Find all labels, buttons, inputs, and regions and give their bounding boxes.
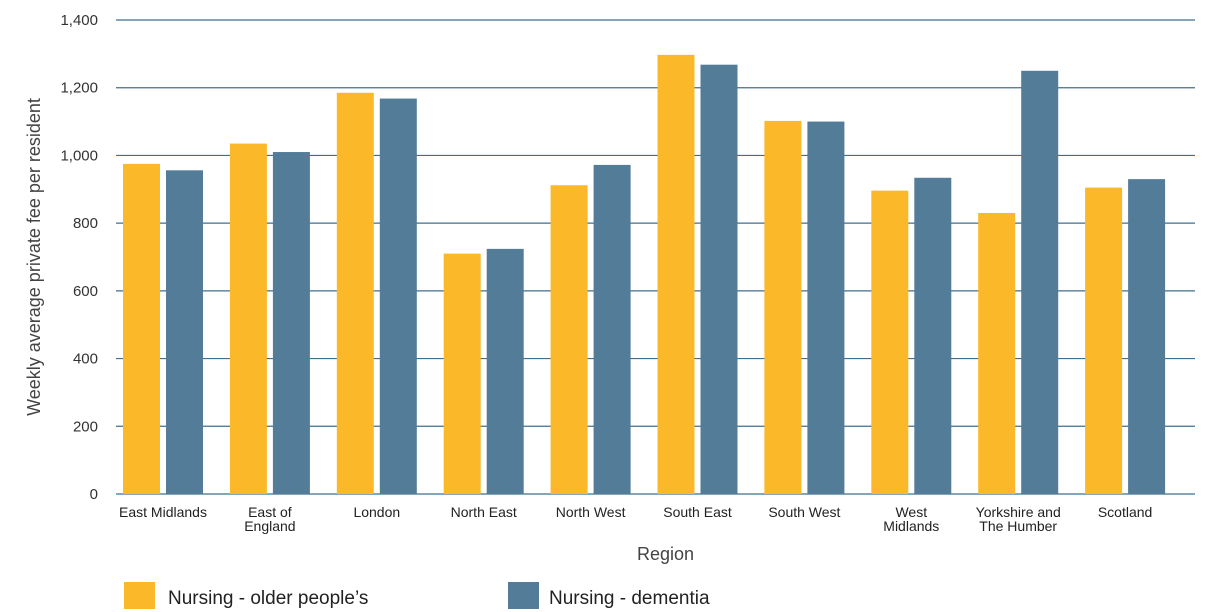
x-category-label-line: South West — [768, 504, 840, 520]
x-category-label: West Midlands — [883, 504, 939, 534]
x-category-label-line: Midlands — [883, 518, 939, 534]
x-category-label: South East — [663, 504, 732, 520]
x-category-label: Scotland — [1098, 504, 1152, 520]
x-category-label-line: East of — [248, 504, 292, 520]
x-category-label: North West — [556, 504, 626, 520]
legend: Nursing - older people’s Nursing - dement… — [124, 582, 710, 609]
legend-label: Nursing - older people’s — [168, 588, 368, 609]
x-category-label: Yorkshire and The Humber — [976, 504, 1061, 534]
bar-dementia — [807, 121, 845, 495]
x-axis-title: Region — [637, 544, 694, 564]
bar-dementia — [272, 152, 310, 495]
y-tick-label: 0 — [90, 486, 98, 503]
bar-older-people — [871, 190, 909, 494]
bar-older-people — [657, 54, 695, 494]
bar-dementia — [1128, 179, 1166, 494]
x-category-label-line: The Humber — [979, 518, 1057, 534]
x-category-label-line: England — [244, 518, 295, 534]
bar-older-people — [764, 120, 802, 494]
legend-swatch — [508, 582, 539, 609]
x-category-label-line: North West — [556, 504, 626, 520]
y-tick-label: 1,400 — [60, 12, 98, 29]
bar-dementia — [486, 248, 524, 494]
y-axis-title: Weekly average private fee per resident — [24, 98, 44, 416]
x-category-label-line: Scotland — [1098, 504, 1152, 520]
bar-older-people — [978, 212, 1016, 494]
x-category-label: East of England — [244, 504, 295, 534]
bar-dementia — [379, 98, 417, 494]
x-category-label: North East — [451, 504, 517, 520]
bar-dementia — [593, 164, 631, 494]
bar-older-people — [123, 163, 160, 494]
x-category-label: London — [353, 504, 400, 520]
bar-older-people — [550, 185, 588, 495]
y-tick-label: 200 — [73, 418, 98, 435]
x-category-labels: East Midlands East of England London North E… — [119, 504, 1152, 534]
bar-older-people — [336, 92, 374, 495]
x-category-label: East Midlands — [119, 504, 207, 520]
x-category-label-line: Yorkshire and — [976, 504, 1061, 520]
bar-older-people — [443, 253, 481, 494]
legend-label: Nursing - dementia — [549, 588, 710, 609]
x-category-label: South West — [768, 504, 840, 520]
bar-dementia — [1021, 70, 1059, 495]
y-tick-labels: 0 200 400 600 800 1,000 1,200 1,400 — [60, 12, 98, 503]
x-category-label-line: West — [895, 504, 927, 520]
y-tick-label: 400 — [73, 351, 98, 368]
y-tick-label: 600 — [73, 283, 98, 300]
bar-dementia — [700, 64, 738, 494]
x-category-label-line: South East — [663, 504, 732, 520]
x-category-label-line: East Midlands — [119, 504, 207, 520]
y-tick-label: 1,000 — [60, 147, 98, 164]
x-category-label-line: North East — [451, 504, 517, 520]
bar-dementia — [166, 170, 203, 494]
bar-dementia — [914, 177, 952, 494]
bars — [123, 54, 1166, 495]
y-tick-label: 1,200 — [60, 80, 98, 97]
bar-older-people — [229, 143, 267, 495]
bar-older-people — [1085, 187, 1123, 495]
x-category-label-line: London — [353, 504, 400, 520]
y-tick-label: 800 — [73, 215, 98, 232]
legend-swatch — [124, 582, 155, 609]
